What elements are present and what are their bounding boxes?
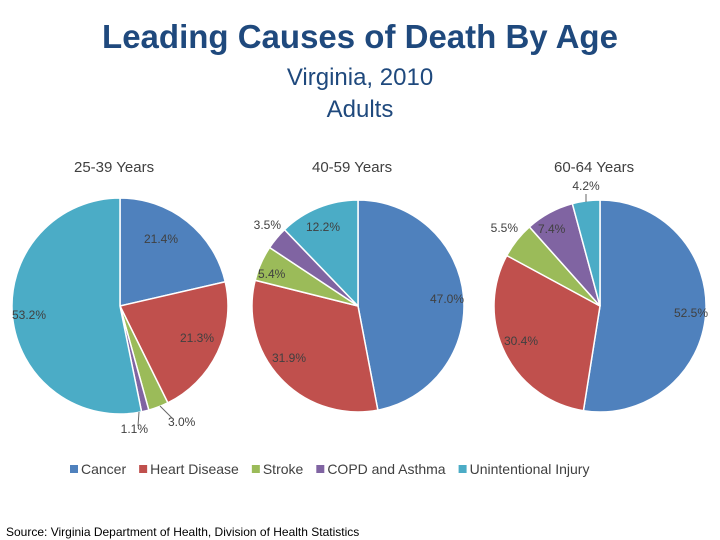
legend-swatch [139, 465, 148, 473]
pie-3-data-label: 7.4% [538, 222, 566, 236]
pie-1-data-label: 21.4% [144, 232, 178, 246]
legend-label: Cancer [81, 461, 126, 477]
legend-label: Unintentional Injury [470, 461, 590, 477]
pie-3-slice-heart-disease [493, 254, 601, 412]
pie-3-slice-cancer [582, 199, 707, 413]
pie-3-data-label: 52.5% [674, 306, 708, 320]
source-note: Source: Virginia Department of Health, D… [6, 525, 360, 539]
pie-title-40-59: 40-59 Years [312, 159, 393, 176]
legend-swatch [458, 465, 467, 473]
pie-2-data-label: 31.9% [272, 351, 306, 365]
legend-swatch [70, 465, 78, 473]
pie-1-data-label: 3.0% [168, 415, 196, 429]
chart-title: Leading Causes of Death By Age [102, 18, 618, 55]
pie-2-data-label: 5.4% [258, 267, 286, 281]
pie-3-data-label: 5.5% [491, 221, 519, 235]
pie-1-data-label: 53.2% [12, 308, 46, 322]
pie-3-data-label: 4.2% [572, 179, 600, 193]
pie-2-data-label: 3.5% [254, 218, 282, 232]
pie-2-slice-heart-disease [251, 279, 379, 413]
leader-line [159, 405, 173, 419]
legend-swatch [316, 465, 325, 473]
pie-2-data-label: 12.2% [306, 220, 340, 234]
pie-1-slice-heart-disease [118, 280, 229, 404]
pie-1-slice-cancer [119, 197, 227, 307]
pie-2-slice-unintentional-injury [283, 199, 359, 308]
legend: Cancer Heart Disease Stroke COPD and Asthma… [70, 461, 589, 477]
legend-label: Heart Disease [150, 461, 239, 477]
pie-title-25-39: 25-39 Years [74, 159, 155, 176]
pie-2-slice-cancer [357, 199, 465, 411]
leader-line [137, 411, 140, 427]
pie-3-data-label: 30.4% [504, 334, 538, 348]
legend-label: COPD and Asthma [327, 461, 445, 477]
chart-subtitle-population: Adults [326, 96, 394, 123]
pie-2-data-label: 47.0% [430, 292, 464, 306]
chart-subtitle-state-year: Virginia, 2010 [286, 64, 434, 91]
pie-1-slice-unintentional-injury [11, 197, 143, 415]
pie-1-data-label: 1.1% [121, 422, 149, 436]
legend-swatch [251, 465, 260, 473]
legend-label: Stroke [263, 461, 304, 477]
pie-title-60-64: 60-64 Years [554, 159, 635, 176]
pie-1-data-label: 21.3% [180, 331, 214, 345]
